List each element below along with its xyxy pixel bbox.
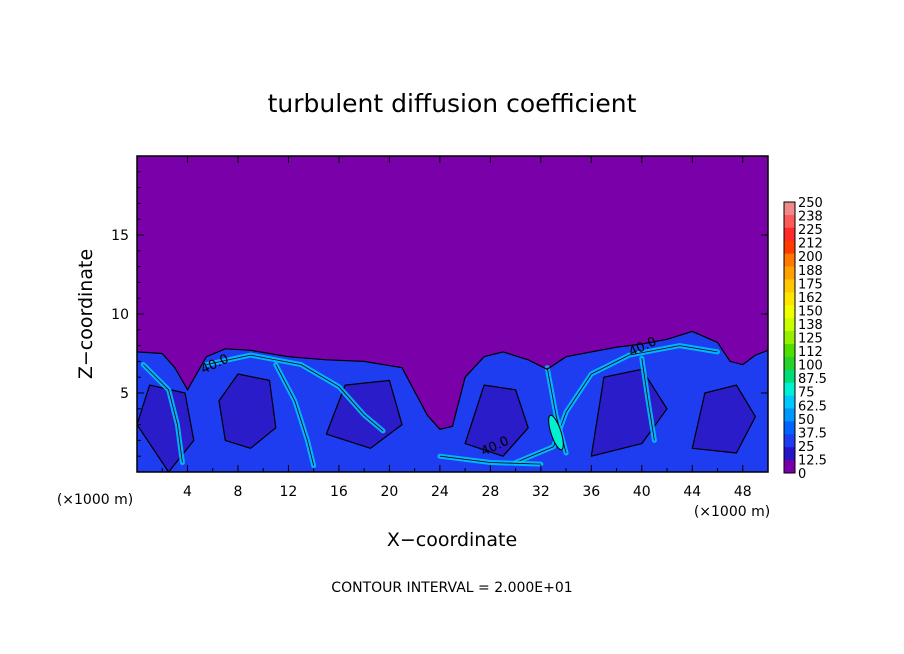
colorbar-frame (783, 201, 796, 474)
colorbar-label: 162 (798, 291, 823, 306)
colorbar-swatch (784, 395, 795, 409)
colorbar-label: 138 (798, 318, 823, 333)
y-axis: 5 10 15 (111, 171, 768, 457)
colorbar: 2502382252122001881751621501381251121008… (783, 196, 827, 482)
peak-diffusion-core (548, 414, 564, 451)
x-tick-label: 40 (633, 484, 651, 500)
y-tick-label: 10 (111, 307, 129, 323)
colorbar-label: 225 (798, 223, 823, 238)
colorbar-label: 0 (798, 467, 806, 482)
contour-line (515, 345, 718, 463)
x-tick-label: 24 (431, 484, 449, 500)
contour-line (641, 358, 655, 441)
x-unit-left: (×1000 m) (57, 492, 133, 508)
colorbar-swatch (784, 408, 795, 422)
x-unit-right: (×1000 m) (694, 504, 770, 520)
colorbar-swatch (784, 447, 795, 461)
contour-interval-note: CONTOUR INTERVAL = 2.000E+01 (331, 580, 572, 596)
colorbar-label: 250 (798, 196, 823, 211)
low-diffusion-region (218, 373, 277, 449)
colorbar-label: 12.5 (798, 453, 827, 468)
x-tick-label: 20 (380, 484, 398, 500)
x-tick-label: 12 (280, 484, 298, 500)
y-tick-label: 5 (120, 386, 129, 402)
colorbar-swatch (784, 305, 795, 319)
x-tick-label: 44 (683, 484, 701, 500)
colorbar-label: 150 (798, 304, 823, 319)
y-tick-label: 15 (111, 228, 129, 244)
low-diffusion-region (691, 384, 757, 454)
x-tick-label: 4 (183, 484, 192, 500)
contour-line-outer (137, 330, 768, 430)
x-tick-label: 48 (734, 484, 752, 500)
colorbar-label: 25 (798, 440, 815, 455)
contour-line (275, 364, 315, 466)
colorbar-label: 188 (798, 264, 823, 279)
colorbar-label: 112 (798, 345, 823, 360)
x-axis: 4 8 12 16 20 24 28 32 36 40 44 48 (161, 156, 752, 500)
colorbar-swatch (784, 266, 795, 280)
y-axis-label: Z−coordinate (75, 249, 97, 379)
colorbar-label: 50 (798, 413, 815, 428)
colorbar-label: 87.5 (798, 372, 827, 387)
x-tick-label: 16 (330, 484, 348, 500)
colorbar-label: 100 (798, 359, 823, 374)
colorbar-swatch (784, 434, 795, 448)
colorbar-label: 125 (798, 332, 823, 347)
chart-title: turbulent diffusion coefficient (268, 89, 637, 118)
colorbar-label: 200 (798, 250, 823, 265)
low-diffusion-region (464, 384, 529, 457)
colorbar-label: 175 (798, 277, 823, 292)
colorbar-swatch (784, 240, 795, 255)
colorbar-label: 37.5 (798, 426, 827, 441)
turbulence-field: 40.040.040.0 (137, 330, 768, 472)
contour-line (439, 455, 541, 465)
x-tick-label: 8 (233, 484, 242, 500)
colorbar-swatch (784, 331, 795, 345)
contour-line (143, 364, 183, 463)
x-axis-label: X−coordinate (387, 529, 517, 551)
colorbar-label: 62.5 (798, 399, 827, 414)
colorbar-swatch (784, 382, 795, 397)
x-tick-label: 36 (582, 484, 600, 500)
colorbar-swatch (784, 227, 795, 242)
colorbar-label: 212 (798, 237, 823, 252)
colorbar-swatch (784, 318, 795, 332)
colorbar-swatch (784, 253, 795, 268)
colorbar-swatch (784, 369, 795, 384)
colorbar-swatch (784, 460, 795, 474)
contour-line (206, 354, 384, 432)
colorbar-label: 75 (798, 386, 815, 401)
colorbar-swatch (784, 343, 795, 358)
colorbar-swatch (784, 214, 795, 229)
x-tick-label: 32 (532, 484, 550, 500)
colorbar-swatch (784, 421, 795, 435)
colorbar-swatch (784, 292, 795, 306)
colorbar-swatch (784, 356, 795, 371)
colorbar-swatch (784, 202, 795, 216)
x-tick-label: 28 (481, 484, 499, 500)
colorbar-swatch (784, 279, 795, 293)
colorbar-label: 238 (798, 210, 823, 225)
